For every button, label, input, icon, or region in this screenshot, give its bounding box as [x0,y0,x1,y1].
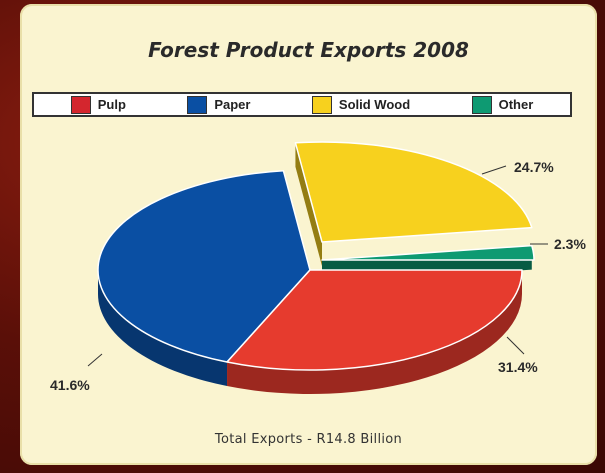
slice-top-other [321,244,535,261]
legend-swatch-other [471,95,492,114]
slice-solid-wood [294,141,533,266]
data-label-solid-wood: 24.7% [514,159,554,175]
leader-line-paper [87,353,103,367]
chart-title: Forest Product Exports 2008 [148,38,469,62]
data-label-other: 2.3% [554,236,586,252]
legend-swatch-paper [187,95,208,114]
legend-label-paper: Paper [214,97,251,112]
legend-label-pulp: Pulp [97,97,126,112]
legend-label-solid-wood: Solid Wood [338,97,411,112]
legend-item-pulp: Pulp [70,95,126,114]
leader-line-solid-wood [481,165,507,175]
slice-top-paper [97,170,311,363]
slice-side-pulp [227,270,522,395]
slice-side-paper [98,270,228,387]
chart-panel: Forest Product Exports 2008 Pulp Paper S… [20,4,597,465]
slice-top-pulp [226,269,523,371]
legend-item-paper: Paper [187,95,251,114]
data-label-pulp: 31.4% [498,359,538,375]
data-label-paper: 41.6% [50,377,90,393]
chart-legend: Pulp Paper Solid Wood Other [32,92,572,117]
legend-item-other: Other [471,95,534,114]
chart-footer: Total Exports - R14.8 Billion [214,432,403,447]
legend-item-solid-wood: Solid Wood [311,95,411,114]
slice-top-solid-wood [294,141,533,243]
legend-swatch-pulp [70,95,91,114]
slice-pulp [226,269,523,395]
legend-label-other: Other [498,97,534,112]
pie-chart: 31.4% 41.6% 24.7% 2.3% [50,141,586,395]
legend-swatch-solid-wood [311,95,332,114]
slice-paper [97,170,311,387]
slice-face-solid-wood [295,142,322,266]
leader-line-pulp [506,336,525,355]
